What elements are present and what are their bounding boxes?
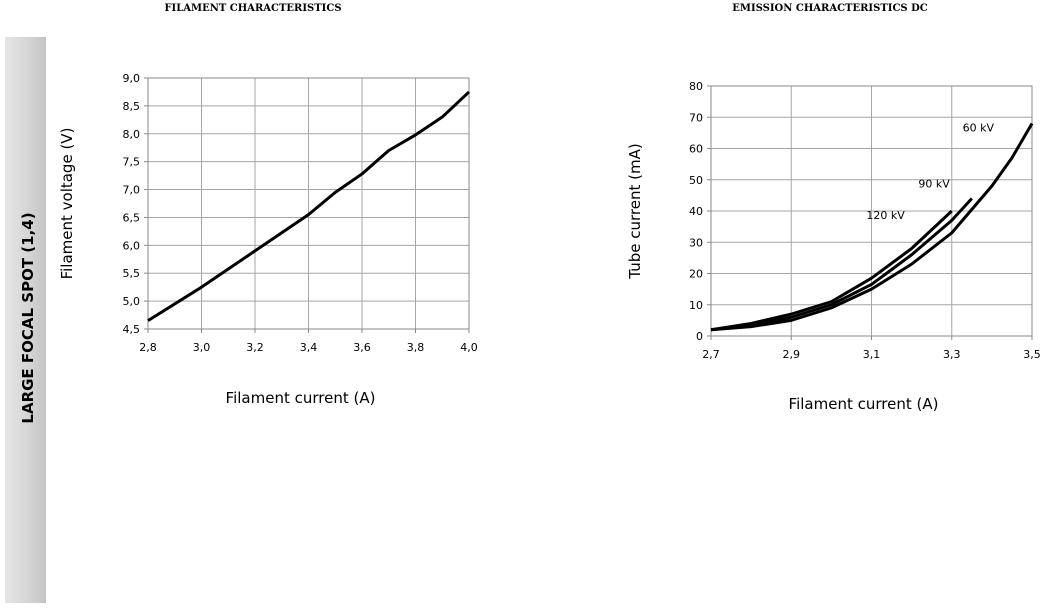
- x-tick-label: 3,5: [1023, 348, 1041, 361]
- series-line: [147, 90, 471, 322]
- y-tick-label: 70: [689, 111, 703, 124]
- side-band: [5, 37, 46, 603]
- y-tick-label: 30: [689, 236, 703, 249]
- y-tick-label: 7,5: [123, 156, 141, 169]
- series-line: [710, 122, 1034, 332]
- x-tick-label: 3,0: [193, 341, 211, 354]
- side-label: LARGE FOCAL SPOT (1,4): [19, 212, 37, 423]
- x-tick-label: 3,8: [407, 341, 425, 354]
- x-axis-label: Filament current (A): [789, 395, 939, 413]
- series-line: [710, 197, 973, 332]
- y-tick-label: 50: [689, 174, 703, 187]
- x-tick-label: 3,3: [943, 348, 961, 361]
- series-label: 90 kV: [918, 178, 950, 191]
- y-tick-label: 5,5: [123, 267, 141, 280]
- x-axis-label: Filament current (A): [226, 389, 376, 407]
- chart-title: FILAMENT CHARACTERISTICS: [164, 3, 341, 14]
- x-tick-label: 3,4: [300, 341, 318, 354]
- y-tick-label: 5,0: [123, 295, 141, 308]
- y-tick-label: 6,0: [123, 239, 141, 252]
- chart-title: EMISSION CHARACTERISTICS DC: [732, 3, 928, 14]
- x-tick-label: 4,0: [460, 341, 478, 354]
- series-line: [710, 209, 953, 332]
- y-tick-label: 9,0: [123, 72, 141, 85]
- y-axis-label: Filament voltage (V): [58, 128, 76, 280]
- series-label: 120 kV: [866, 209, 905, 222]
- x-tick-label: 3,2: [246, 341, 264, 354]
- y-tick-label: 20: [689, 268, 703, 281]
- y-tick-label: 80: [689, 80, 703, 93]
- plot-frame: [710, 85, 1033, 337]
- y-tick-label: 10: [689, 299, 703, 312]
- x-tick-label: 2,8: [139, 341, 157, 354]
- y-tick-label: 7,0: [123, 184, 141, 197]
- plot-frame: [147, 77, 470, 330]
- x-tick-label: 3,6: [353, 341, 371, 354]
- x-tick-label: 3,1: [863, 348, 881, 361]
- x-tick-label: 2,9: [783, 348, 801, 361]
- y-tick-label: 60: [689, 143, 703, 156]
- y-tick-label: 6,5: [123, 211, 141, 224]
- y-tick-label: 8,0: [123, 128, 141, 141]
- y-axis-label: Tube current (mA): [626, 143, 644, 279]
- y-tick-label: 40: [689, 205, 703, 218]
- y-tick-label: 0: [696, 330, 703, 343]
- series-label: 60 kV: [963, 122, 995, 135]
- y-tick-label: 4,5: [123, 323, 141, 336]
- y-tick-label: 8,5: [123, 100, 141, 113]
- x-tick-label: 2,7: [702, 348, 720, 361]
